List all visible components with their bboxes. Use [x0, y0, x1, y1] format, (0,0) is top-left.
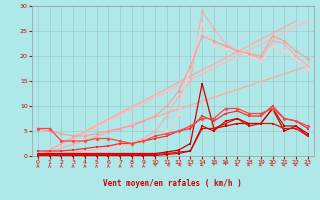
X-axis label: Vent moyen/en rafales ( km/h ): Vent moyen/en rafales ( km/h ): [103, 179, 242, 188]
